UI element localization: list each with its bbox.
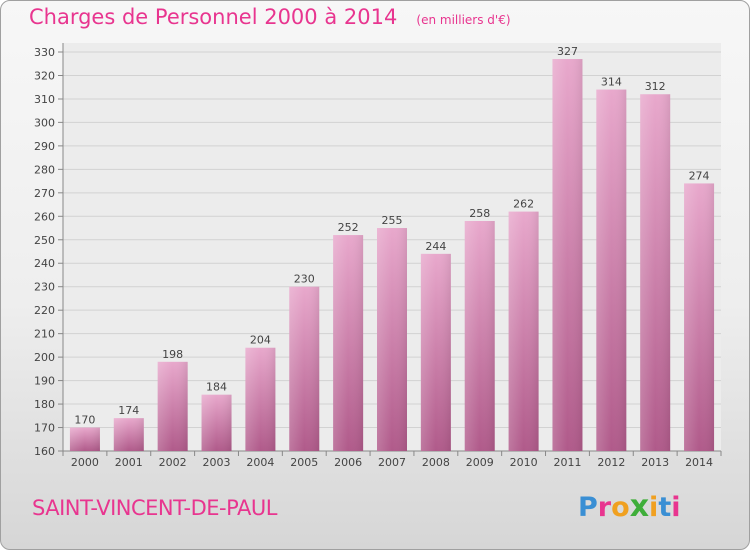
y-tick-label: 230 (34, 281, 55, 294)
chart-title: Charges de Personnel 2000 à 2014 (29, 5, 398, 29)
x-tick-label: 2009 (466, 456, 494, 469)
data-label: 184 (206, 381, 227, 394)
logo-letter: i (649, 492, 659, 523)
data-label: 230 (294, 273, 315, 286)
bar-shade (289, 286, 320, 451)
proxiti-logo: Proxiti (578, 489, 681, 524)
x-tick-label: 2010 (510, 456, 538, 469)
logo-letter: x (629, 489, 650, 524)
y-tick-label: 260 (34, 210, 55, 223)
bar-shade (464, 220, 495, 451)
data-label: 262 (513, 198, 534, 211)
bar-shade (596, 89, 627, 451)
commune-name: SAINT-VINCENT-DE-PAUL (32, 496, 277, 520)
bar-shade (201, 394, 232, 451)
y-tick-label: 180 (34, 398, 55, 411)
bar-shade (684, 183, 715, 451)
x-tick-label: 2001 (115, 456, 143, 469)
y-tick-label: 220 (34, 304, 55, 317)
y-tick-label: 210 (34, 328, 55, 341)
y-tick-label: 330 (34, 46, 55, 59)
bar-shade (113, 418, 144, 451)
y-tick-label: 170 (34, 422, 55, 435)
x-tick-label: 2014 (685, 456, 713, 469)
bar-shade (69, 427, 100, 451)
y-tick-label: 300 (34, 116, 55, 129)
data-label: 174 (118, 404, 139, 417)
x-tick-label: 2011 (553, 456, 581, 469)
logo-letter: i (671, 492, 681, 523)
data-labels: 170 174 198 184 204 230 252 255 244 258 262 327 314 3… (74, 45, 709, 426)
y-tick-label: 280 (34, 163, 55, 176)
y-tick-label: 320 (34, 69, 55, 82)
chart-subtitle: (en milliers d'€) (416, 13, 511, 27)
data-label: 274 (689, 169, 710, 182)
x-tick-label: 2005 (290, 456, 318, 469)
x-tick-label: 2002 (159, 456, 187, 469)
y-tick-label: 290 (34, 140, 55, 153)
x-tick-label: 2006 (334, 456, 362, 469)
bar-shade (157, 361, 188, 451)
data-label: 244 (425, 240, 446, 253)
bar-shade (377, 228, 407, 451)
bar-shade (552, 59, 583, 452)
logo-letter: P (578, 492, 598, 523)
bars (69, 59, 715, 452)
logo-letter: r (597, 492, 612, 523)
data-label: 170 (74, 414, 95, 427)
bar-shade (508, 211, 539, 451)
logo-letter: o (611, 492, 630, 523)
y-tick-label: 270 (34, 187, 55, 200)
y-tick-label: 250 (34, 234, 55, 247)
x-tick-label: 2000 (71, 456, 99, 469)
data-label: 255 (382, 214, 403, 227)
x-tick-label: 2012 (597, 456, 625, 469)
y-tick-label: 190 (34, 375, 55, 388)
data-label: 327 (557, 45, 578, 58)
title-block: Charges de Personnel 2000 à 2014 (en mil… (29, 5, 511, 29)
data-label: 204 (250, 334, 271, 347)
logo-letter: t (658, 492, 672, 523)
data-label: 258 (469, 207, 490, 220)
x-tick-label: 2007 (378, 456, 406, 469)
x-tick-label: 2004 (246, 456, 274, 469)
data-label: 312 (645, 80, 666, 93)
bar-shade (420, 253, 451, 451)
bar-shade (333, 235, 364, 451)
data-label: 198 (162, 348, 183, 361)
data-label: 252 (338, 221, 359, 234)
bar-shade (640, 94, 671, 451)
data-label: 314 (601, 76, 622, 89)
x-tick-label: 2003 (203, 456, 231, 469)
y-tick-label: 200 (34, 351, 55, 364)
y-tick-label: 160 (34, 445, 55, 458)
y-tick-label: 310 (34, 93, 55, 106)
x-tick-label: 2013 (641, 456, 669, 469)
bar-shade (245, 347, 276, 451)
y-tick-label: 240 (34, 257, 55, 270)
x-tick-label: 2008 (422, 456, 450, 469)
